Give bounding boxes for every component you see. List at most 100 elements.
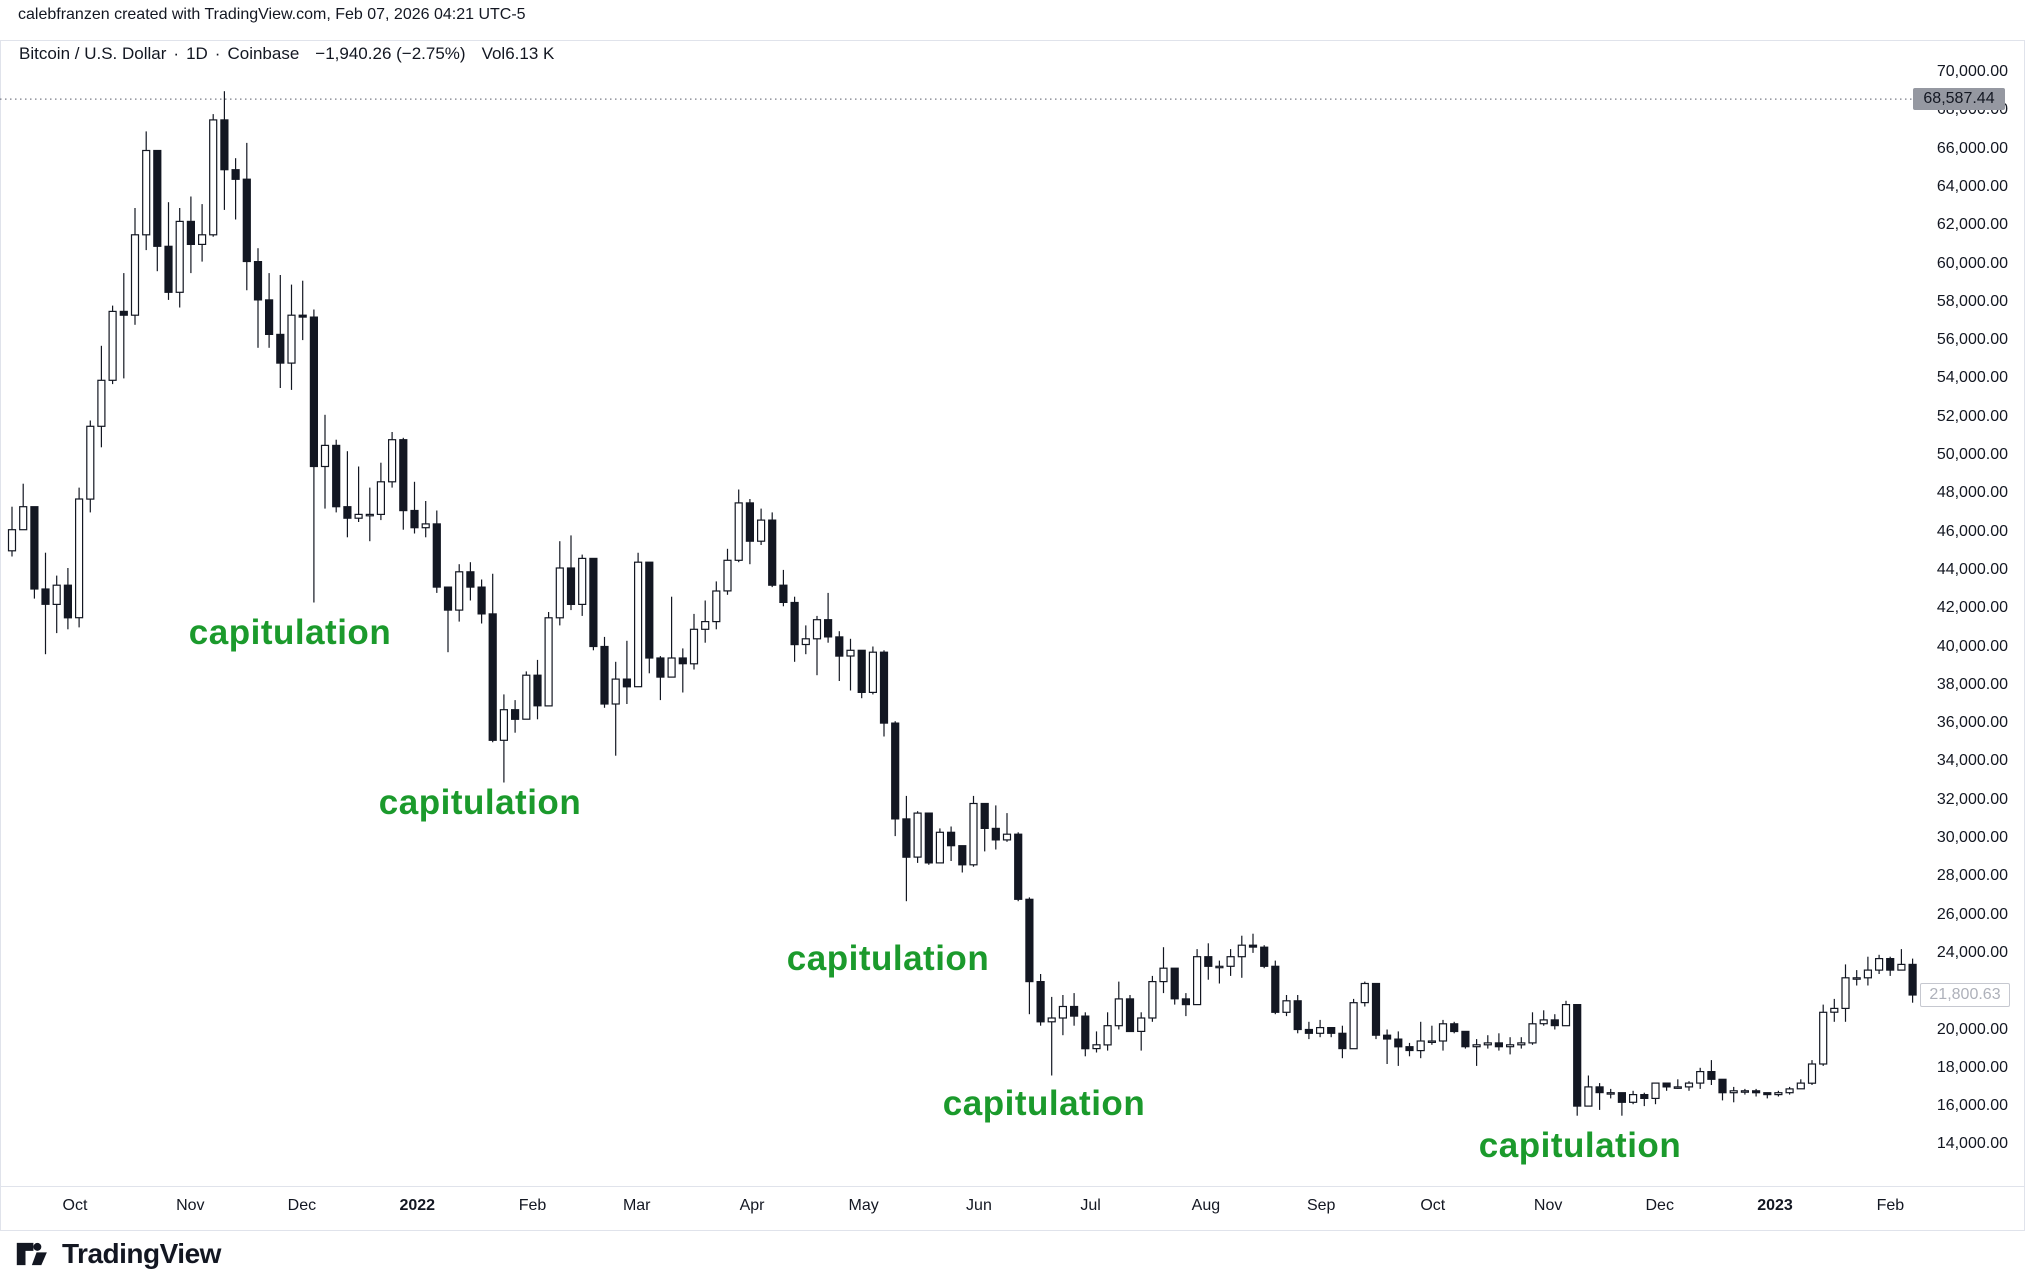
price-tick-label: 18,000.00 <box>1936 1058 2008 1076</box>
price-tick-label: 30,000.00 <box>1936 829 2008 846</box>
time-tick-label: Jul <box>1080 1197 1101 1214</box>
candle-body <box>1349 1002 1358 1050</box>
candle-body <box>1595 1086 1604 1094</box>
candle-body <box>1483 1042 1492 1046</box>
candle-body <box>1427 1040 1437 1043</box>
price-tick-label: 28,000.00 <box>1936 867 2008 885</box>
last-price-badge: 21,800.63 <box>1920 983 2010 1008</box>
capitulation-annotation[interactable]: capitulation <box>942 1084 1146 1123</box>
candle-body <box>1841 977 1850 1009</box>
price-tick-label: 44,000.00 <box>1936 560 2008 578</box>
candle-body <box>242 178 251 263</box>
candle-body <box>645 561 654 659</box>
candle-body <box>980 802 989 829</box>
candle-body <box>1819 1011 1828 1065</box>
candle-body <box>1125 998 1135 1033</box>
candle-body <box>1248 944 1258 948</box>
capitulation-annotation[interactable]: capitulation <box>378 783 582 822</box>
time-tick-label: Nov <box>1533 1197 1563 1214</box>
chart-legend[interactable]: Bitcoin / U.S. Dollar · 1D · Coinbase −1… <box>19 44 554 64</box>
price-tick-label: 32,000.00 <box>1936 790 2008 808</box>
time-tick-label: Nov <box>176 1197 205 1214</box>
candle-body <box>1371 982 1381 1036</box>
candle-body <box>1550 1019 1559 1027</box>
time-tick-label: Apr <box>739 1197 765 1214</box>
candle-body <box>891 722 900 820</box>
time-tick-label: Jun <box>966 1197 992 1214</box>
tradingview-logo-icon <box>16 1242 47 1266</box>
volume-value: 6.13 K <box>505 44 555 63</box>
candle-body <box>1662 1082 1671 1088</box>
candle-body <box>52 584 61 606</box>
candle-body <box>1528 1023 1537 1044</box>
candle-body <box>1293 1000 1302 1031</box>
candle-body <box>946 831 956 847</box>
candle-body <box>958 845 967 866</box>
candle-body <box>678 657 687 665</box>
candle-body <box>265 299 274 335</box>
ath-price-badge: 68,587.44 <box>1913 88 2005 111</box>
widget-left-border <box>0 40 1 1230</box>
candle-body <box>1684 1082 1694 1088</box>
candle-body <box>969 802 978 866</box>
candle-body <box>1651 1082 1660 1099</box>
capitulation-annotation[interactable]: capitulation <box>1478 1126 1682 1165</box>
candle-body <box>1394 1038 1403 1048</box>
widget-top-border <box>0 40 2025 41</box>
candle-body <box>756 519 766 542</box>
candle-body <box>1539 1019 1548 1025</box>
interval-label[interactable]: 1D <box>186 44 208 63</box>
candle-body <box>477 586 486 615</box>
candle-body <box>1707 1070 1716 1080</box>
candle-body <box>1327 1026 1336 1034</box>
candle-body <box>1863 969 1873 979</box>
candle-body <box>343 506 352 519</box>
candle-body <box>1573 1003 1582 1107</box>
tradingview-logo[interactable]: TradingView <box>16 1238 221 1270</box>
candle-body <box>231 169 240 180</box>
candle-body <box>466 571 475 588</box>
candle-body <box>108 310 117 381</box>
candle-body <box>1338 1032 1347 1050</box>
candle-body <box>298 314 307 318</box>
candle-body <box>499 709 508 741</box>
price-tick-label: 20,000.00 <box>1936 1020 2008 1038</box>
candle-body <box>142 149 151 236</box>
volume-label: Vol <box>481 44 506 63</box>
candle-body <box>1763 1092 1772 1096</box>
time-tick-label: Aug <box>1191 1197 1221 1214</box>
price-tick-label: 48,000.00 <box>1936 484 2008 502</box>
candle-body <box>611 678 620 705</box>
candle-body <box>1505 1044 1515 1048</box>
candle-body <box>991 827 1000 841</box>
time-tick-label: Dec <box>1645 1197 1674 1214</box>
candle-body <box>1047 1017 1056 1023</box>
candle-body <box>421 523 430 529</box>
candle-body <box>779 584 788 604</box>
candle-body <box>1450 1023 1459 1033</box>
candle-body <box>1002 833 1012 841</box>
capitulation-annotation[interactable]: capitulation <box>188 613 392 652</box>
price-change-value: −1,940.26 (−2.75%) <box>315 44 466 63</box>
candle-body <box>1137 1017 1146 1032</box>
widget-bottom-border <box>0 1230 2025 1231</box>
candle-body <box>276 333 285 364</box>
candle-body <box>1908 963 1917 996</box>
candle-body <box>633 561 643 688</box>
candle-body <box>1751 1090 1761 1094</box>
candle-body <box>399 439 408 512</box>
candle-body <box>1148 980 1157 1019</box>
candle-body <box>1170 967 1179 1000</box>
candle-body <box>153 149 162 247</box>
capitulation-annotation[interactable]: capitulation <box>786 939 990 978</box>
candle-body <box>1494 1042 1504 1048</box>
candle-body <box>689 628 699 665</box>
candle-body <box>656 657 665 678</box>
candle-body <box>1069 1005 1079 1017</box>
symbol-title[interactable]: Bitcoin / U.S. Dollar <box>19 44 167 63</box>
candle-body <box>745 502 755 542</box>
candle-body <box>1204 956 1213 967</box>
time-tick-label: Oct <box>1420 1197 1446 1214</box>
candle-body <box>1796 1082 1805 1090</box>
